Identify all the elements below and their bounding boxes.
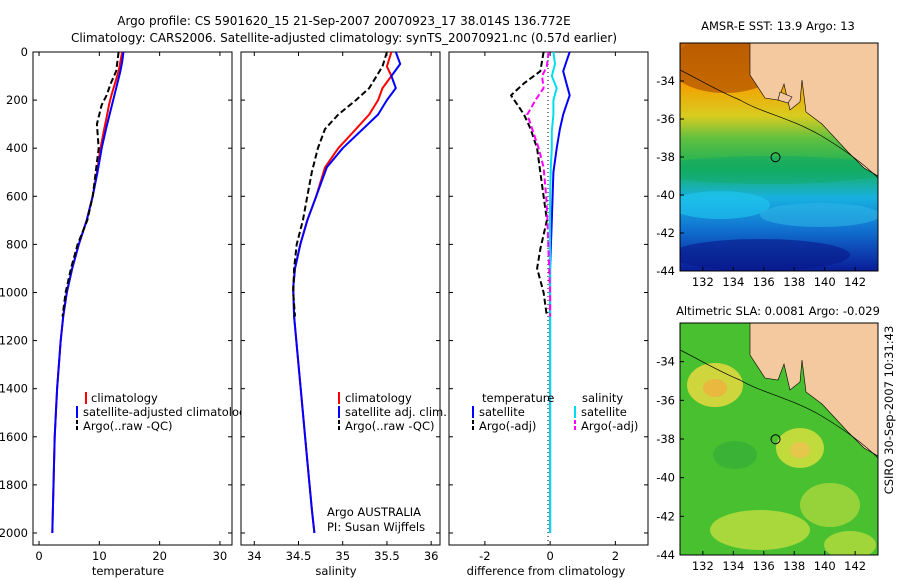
series-line-argo-raw-qc: [292, 51, 388, 317]
series-line-salinity-satellite: [549, 51, 558, 533]
x-tick-label: 30: [213, 549, 228, 563]
temperature-panel: 0 10 20 30 0 200 400 600 800 1000 1200 1400 1600 1800…: [0, 45, 253, 578]
argo-location-marker: [770, 152, 781, 163]
x-tick-label: 35: [335, 549, 350, 563]
map-y-tick-label: -44: [656, 264, 675, 278]
credit-label: CSIRO 30-Sep-2007 10:31:43: [882, 326, 896, 495]
legend-label-s-satellite: satellite: [581, 405, 627, 419]
map-x-tick-label: 138: [783, 559, 805, 573]
map-y-tick-label: -38: [656, 432, 675, 446]
x-tick-label: 0: [35, 549, 42, 563]
figure-title-line1: Argo profile: CS 5901620_15 21-Sep-2007 …: [117, 14, 571, 28]
x-tick-label: 2: [612, 549, 619, 563]
y-tick-label: 800: [6, 237, 28, 251]
y-tick-label: 2000: [0, 526, 28, 540]
y-tick-label: 200: [6, 93, 28, 107]
map-x-tick-label: 132: [692, 275, 714, 289]
sst-map-image: [680, 43, 878, 271]
map-x-tick-label: 142: [844, 559, 866, 573]
x-tick-label: 10: [92, 549, 107, 563]
sst-map-panel: AMSR-E SST: 13.9 Argo: 13 132 134 136 138 14…: [656, 19, 879, 289]
salinity-panel: 34 34.5 35 35.5 36 salinity climatology sate…: [240, 51, 447, 578]
series-line-salinity-argo-adj: [526, 51, 552, 317]
difference-xlabel: difference from climatology: [467, 564, 626, 578]
annotation-pi: PI: Susan Wijffels: [327, 520, 425, 534]
map-y-tick-label: -42: [656, 509, 675, 523]
legend-label-t-argo: Argo(-adj): [479, 419, 536, 433]
argo-location-marker: [770, 434, 781, 445]
shelf-contour: [680, 349, 878, 459]
temperature-xlabel: temperature: [92, 564, 164, 578]
series-line-satellite-adjusted-climatology: [51, 51, 125, 534]
difference-axes: [448, 51, 649, 546]
shelf-contour: [680, 69, 878, 179]
map-x-tick-label: 142: [844, 275, 866, 289]
salinity-legend: climatology satellite adj. clim. Argo(..…: [338, 391, 447, 433]
legend-label-s-argo: Argo(-adj): [581, 419, 638, 433]
legend-label-t-satellite: satellite: [479, 405, 525, 419]
x-tick-label: 0: [546, 549, 553, 563]
x-tick-label: 36: [424, 549, 439, 563]
series-line-argo-raw-qc: [61, 51, 120, 317]
map-x-tick-label: 134: [722, 275, 744, 289]
annotation-argo-australia: Argo AUSTRALIA: [327, 505, 421, 519]
difference-panel: -2 0 2 difference from climatology tempera…: [448, 51, 649, 578]
map-y-tick-label: -36: [656, 112, 675, 126]
legend-label-climatology: climatology: [91, 391, 158, 405]
sla-map-title: Altimetric SLA: 0.0081 Argo: -0.029: [676, 304, 880, 318]
y-tick-label: 1000: [0, 285, 28, 299]
map-x-tick-label: 136: [753, 275, 775, 289]
map-x-tick-label: 136: [753, 559, 775, 573]
map-y-tick-label: -36: [656, 393, 675, 407]
x-tick-label: 20: [152, 549, 167, 563]
series-line-temperature-satellite: [549, 51, 571, 533]
temperature-axes: [32, 51, 233, 546]
map-x-tick-label: 140: [814, 559, 836, 573]
legend-label-argo: Argo(..raw -QC): [345, 419, 435, 433]
map-y-tick-label: -34: [656, 74, 675, 88]
map-x-tick-label: 134: [722, 559, 744, 573]
map-x-tick-label: 138: [783, 275, 805, 289]
sst-map-title: AMSR-E SST: 13.9 Argo: 13: [701, 19, 855, 33]
salinity-xlabel: salinity: [315, 564, 356, 578]
y-tick-label: 1600: [0, 430, 28, 444]
map-x-tick-label: 132: [692, 559, 714, 573]
figure-title-line2: Climatology: CARS2006. Satellite-adjuste…: [71, 31, 617, 45]
series-line-satellite-adj-clim: [292, 51, 402, 534]
legend-title-temperature: temperature: [482, 391, 554, 405]
legend-label-climatology: climatology: [345, 391, 412, 405]
series-line-temperature-argo-adj: [510, 51, 548, 317]
temperature-legend: climatology satellite-adjusted climatolo…: [76, 391, 253, 433]
legend-title-salinity: salinity: [582, 391, 623, 405]
map-x-tick-label: 140: [814, 275, 836, 289]
map-y-tick-label: -44: [656, 548, 675, 562]
map-y-tick-label: -34: [656, 355, 675, 369]
map-y-tick-label: -42: [656, 226, 675, 240]
y-tick-label: 1200: [0, 334, 28, 348]
x-tick-label: 35.5: [374, 549, 400, 563]
salinity-axes: [240, 51, 441, 546]
map-y-tick-label: -38: [656, 150, 675, 164]
y-tick-label: 600: [6, 189, 28, 203]
legend-label-satellite-adj: satellite adj. clim.: [345, 405, 447, 419]
y-tick-label: 1400: [0, 382, 28, 396]
x-tick-label: 34.5: [286, 549, 312, 563]
legend-label-satellite-adjusted: satellite-adjusted climatology: [83, 405, 253, 419]
sla-map-image: [680, 323, 878, 555]
map-y-tick-label: -40: [656, 188, 675, 202]
y-tick-label: 1800: [0, 478, 28, 492]
x-tick-label: -2: [479, 549, 490, 563]
sla-map-panel: Altimetric SLA: 0.0081 Argo: -0.029 132 1…: [656, 304, 880, 573]
y-tick-label: 0: [21, 45, 28, 59]
difference-legend: temperature satellite Argo(-adj) salinit…: [472, 391, 638, 433]
y-tick-label: 400: [6, 141, 28, 155]
map-y-tick-label: -40: [656, 471, 675, 485]
x-tick-label: 34: [247, 549, 262, 563]
legend-label-argo: Argo(..raw -QC): [83, 419, 173, 433]
